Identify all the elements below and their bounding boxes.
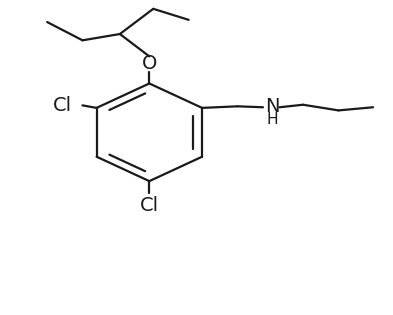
Text: H: H xyxy=(266,112,278,127)
Text: Cl: Cl xyxy=(53,96,72,115)
Text: N: N xyxy=(265,97,279,116)
Text: Cl: Cl xyxy=(140,196,159,215)
Text: O: O xyxy=(141,54,157,73)
